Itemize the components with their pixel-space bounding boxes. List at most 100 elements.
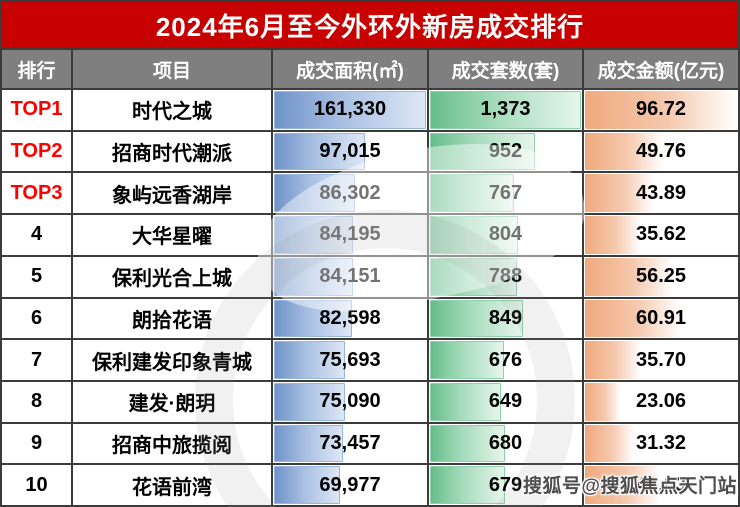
project-cell: 保利光合上城 (73, 256, 271, 297)
table-title-banner: 2024年6月至今外环外新房成交排行 (2, 2, 738, 48)
units-data-bar (430, 466, 505, 504)
area-value: 75,693 (319, 348, 381, 371)
amount-cell: 48.03 (584, 465, 738, 505)
area-data-bar (274, 466, 340, 504)
amount-cell: 96.72 (584, 90, 738, 130)
project-cell: 时代之城 (73, 90, 271, 130)
amount-value: 48.03 (635, 473, 687, 496)
amount-cell: 35.70 (584, 340, 738, 380)
area-data-bar (274, 257, 354, 296)
rank-cell: 5 (2, 256, 71, 297)
units-data-bar (430, 299, 524, 338)
project-name: 招商中旅揽阅 (112, 434, 232, 457)
column-header-amount: 成交金额(亿元) (584, 50, 738, 88)
project-cell: 招商时代潮派 (73, 131, 271, 172)
project-cell: 保利建发印象青城 (73, 340, 271, 380)
page-title: 2024年6月至今外环外新房成交排行 (155, 11, 585, 42)
amount-cell: 60.91 (584, 298, 738, 339)
area-value: 161,330 (313, 98, 387, 121)
units-data-bar (430, 424, 505, 463)
area-data-bar (274, 382, 345, 421)
units-cell: 849 (429, 298, 582, 339)
amount-value: 35.70 (635, 348, 687, 371)
amount-value: 23.06 (635, 390, 687, 413)
units-data-bar (430, 341, 505, 379)
area-data-bar (274, 299, 352, 338)
rank-cell: TOP1 (2, 90, 71, 130)
project-name: 时代之城 (132, 101, 212, 124)
project-name: 象屿远香湖岸 (112, 184, 232, 207)
units-cell: 679 (429, 465, 582, 505)
project-cell: 招商中旅揽阅 (73, 423, 271, 464)
rank-cell: 4 (2, 215, 71, 255)
area-cell: 86,302 (273, 173, 427, 214)
area-cell: 84,195 (273, 215, 427, 255)
rank-label: TOP3 (10, 181, 63, 204)
project-cell: 花语前湾 (73, 465, 271, 505)
area-cell: 75,090 (273, 381, 427, 422)
area-cell: 75,693 (273, 340, 427, 380)
units-value: 849 (488, 306, 523, 329)
units-value: 679 (488, 473, 523, 496)
column-header-units: 成交套数(套) (429, 50, 582, 88)
amount-data-bar (585, 132, 664, 171)
area-value: 73,457 (319, 431, 381, 454)
units-cell: 680 (429, 423, 582, 464)
amount-data-bar (585, 91, 737, 129)
project-name: 建发·朗玥 (128, 393, 216, 416)
rank-label: 9 (30, 431, 43, 454)
amount-value: 49.76 (635, 140, 687, 163)
rank-label: 5 (30, 265, 43, 288)
units-data-bar (430, 174, 515, 213)
project-name: 招商时代潮派 (112, 143, 232, 166)
project-cell: 朗拾花语 (73, 298, 271, 339)
units-value: 649 (488, 390, 523, 413)
units-cell: 649 (429, 381, 582, 422)
amount-data-bar (585, 299, 681, 338)
units-data-bar (430, 257, 517, 296)
area-value: 84,195 (319, 223, 381, 246)
area-cell: 84,151 (273, 256, 427, 297)
amount-value: 60.91 (635, 306, 687, 329)
units-cell: 788 (429, 256, 582, 297)
rank-cell: TOP3 (2, 173, 71, 214)
amount-cell: 23.06 (584, 381, 738, 422)
units-value: 767 (488, 181, 523, 204)
units-data-bar (430, 382, 502, 421)
rank-cell: 10 (2, 465, 71, 505)
units-value: 788 (488, 265, 523, 288)
area-value: 86,302 (319, 181, 381, 204)
units-cell: 676 (429, 340, 582, 380)
column-header-area: 成交面积(㎡) (273, 50, 427, 88)
units-cell: 1,373 (429, 90, 582, 130)
area-value: 69,977 (319, 473, 381, 496)
amount-data-bar (585, 382, 622, 421)
amount-cell: 43.89 (584, 173, 738, 214)
rank-label: 6 (30, 306, 43, 329)
area-value: 75,090 (319, 390, 381, 413)
area-data-bar (274, 174, 356, 213)
rank-cell: 7 (2, 340, 71, 380)
rank-cell: 8 (2, 381, 71, 422)
area-cell: 97,015 (273, 131, 427, 172)
project-name: 保利光合上城 (112, 268, 232, 291)
units-data-bar (430, 132, 535, 171)
project-name: 保利建发印象青城 (92, 351, 252, 374)
rank-label: 10 (25, 473, 48, 496)
area-cell: 82,598 (273, 298, 427, 339)
area-value: 84,151 (319, 265, 381, 288)
area-cell: 161,330 (273, 90, 427, 130)
rank-label: 4 (30, 223, 43, 246)
rank-label: 7 (30, 348, 43, 371)
rank-cell: 9 (2, 423, 71, 464)
units-cell: 804 (429, 215, 582, 255)
rank-label: 8 (30, 390, 43, 413)
amount-value: 96.72 (635, 98, 687, 121)
project-name: 朗拾花语 (132, 309, 212, 332)
column-header-project: 项目 (73, 50, 271, 88)
units-cell: 952 (429, 131, 582, 172)
amount-cell: 56.25 (584, 256, 738, 297)
area-data-bar (274, 91, 426, 129)
project-cell: 建发·朗玥 (73, 381, 271, 422)
